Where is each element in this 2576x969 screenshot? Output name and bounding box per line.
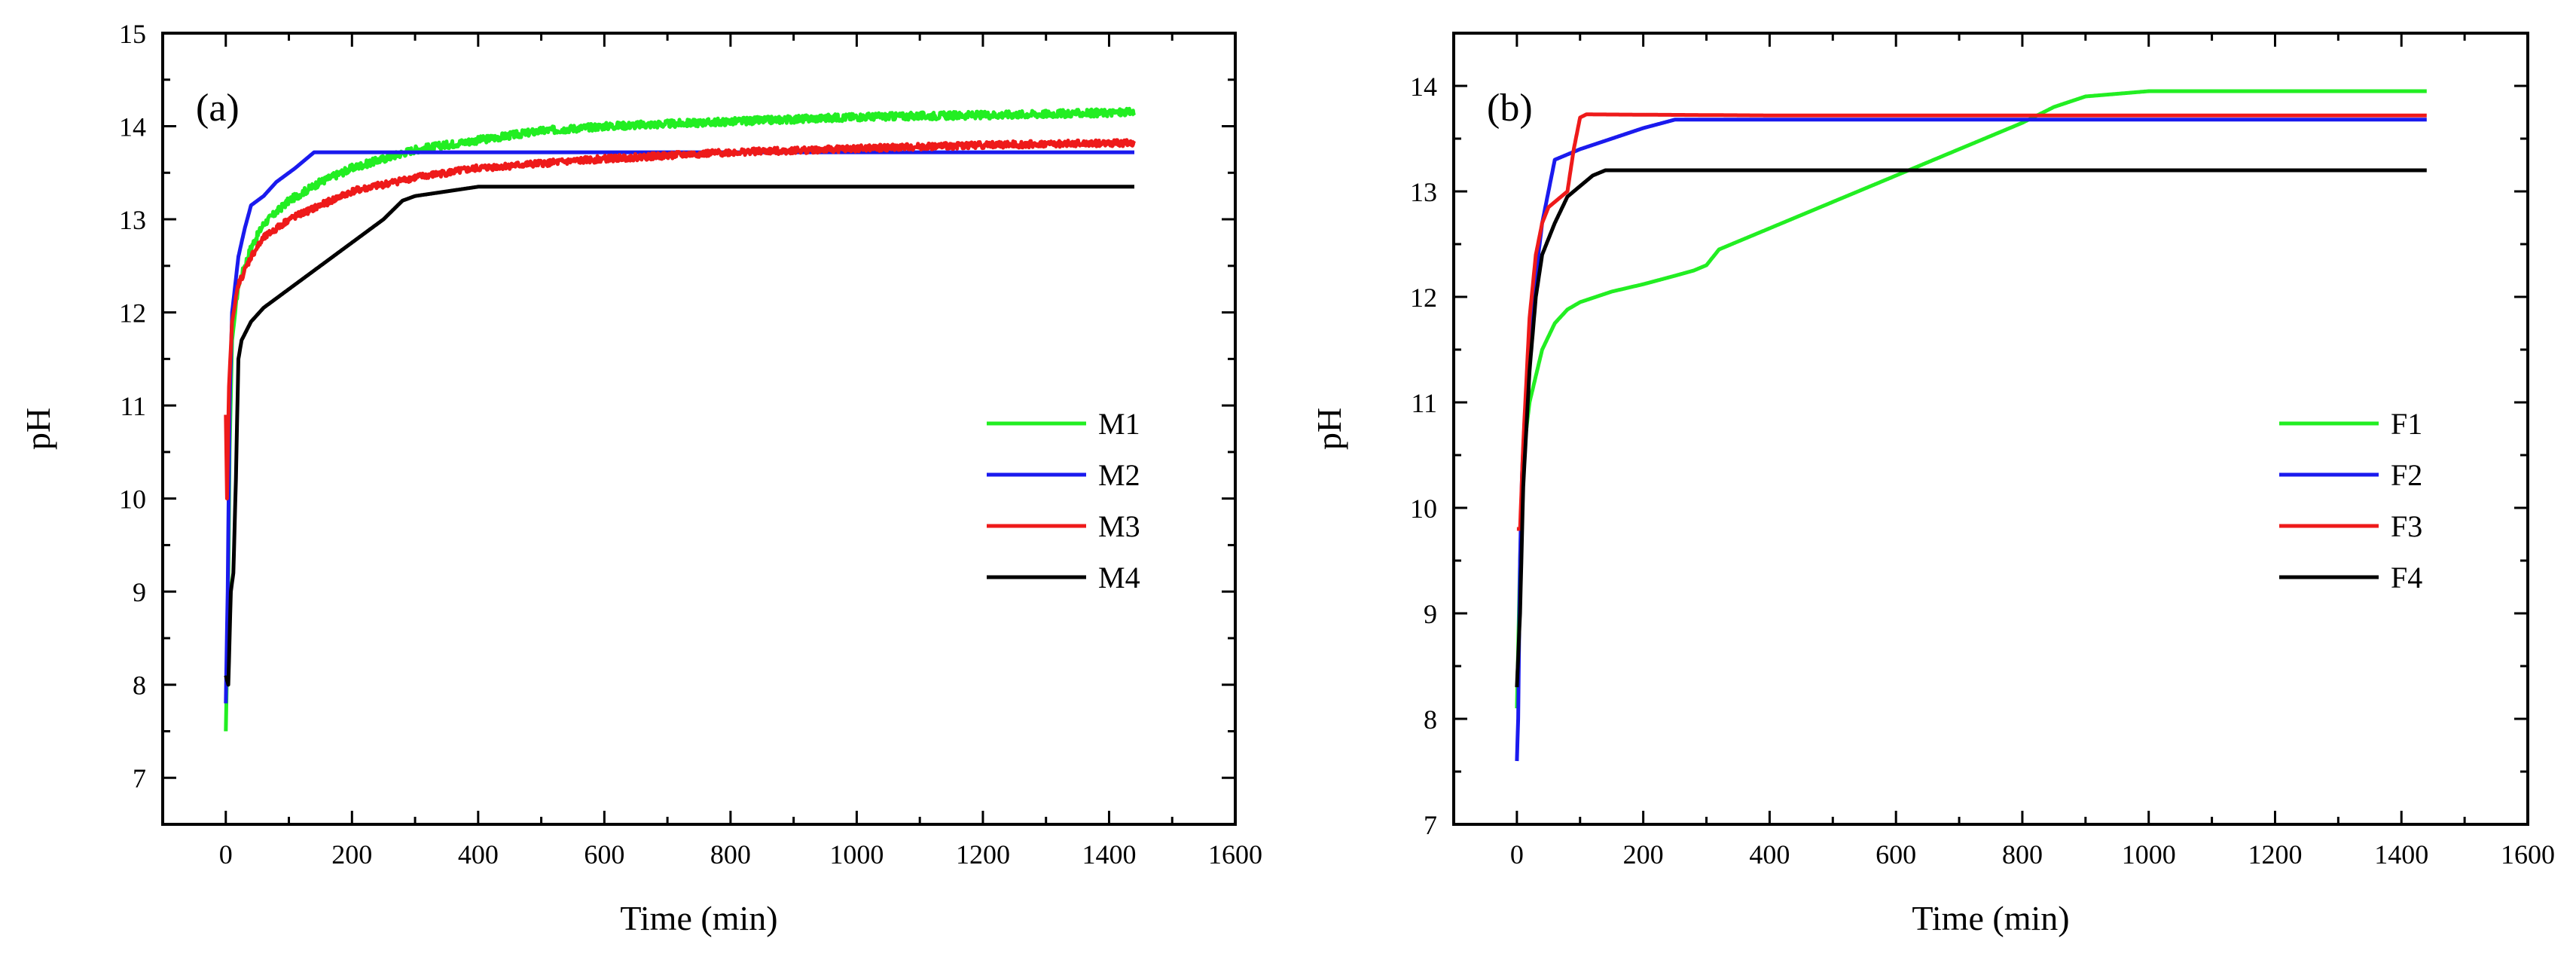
- panel-label-a: (a): [196, 87, 240, 130]
- x-tick-label: 1600: [1208, 839, 1262, 870]
- series-line-m4: [224, 185, 1136, 687]
- y-axis-title-b: pH: [1310, 408, 1348, 450]
- legend-label-f4: F4: [2391, 561, 2422, 595]
- legend-label-m3: M3: [1098, 509, 1140, 543]
- ticks-layer-a: 0 200 400 600 800 1000 1200 1400 1600 7 8 9 10 11 12 13…: [119, 19, 1262, 870]
- x-tick-label: 800: [2002, 839, 2043, 870]
- x-tick-label: 1000: [829, 839, 884, 870]
- panel-label-b: (b): [1487, 87, 1533, 130]
- x-tick-label: 1600: [2501, 839, 2555, 870]
- y-tick-label: 12: [1410, 283, 1437, 313]
- ticks-layer-b: 0 200 400 600 800 1000 1200 1400 1600 7 8 9 10 11 12 13…: [1410, 32, 2555, 870]
- legend-label-m4: M4: [1098, 561, 1140, 595]
- x-tick-label: 1200: [2248, 839, 2302, 870]
- y-tick-label: 8: [133, 671, 146, 701]
- x-tick-label: 0: [1510, 839, 1524, 870]
- y-tick-label: 14: [1410, 72, 1437, 102]
- x-axis-title-a: Time (min): [620, 899, 777, 937]
- y-tick-label: 10: [1410, 494, 1437, 524]
- y-axis-title-a: pH: [19, 408, 57, 450]
- legend-label-f2: F2: [2391, 458, 2422, 492]
- legend-label-m1: M1: [1098, 407, 1140, 441]
- legend-b: F1 F2 F3 F4: [2279, 407, 2422, 595]
- series-layer-b: [1515, 89, 2428, 762]
- y-tick-label: 15: [119, 19, 146, 49]
- x-tick-label: 1400: [2374, 839, 2428, 870]
- plot-frame-b: [1452, 32, 2529, 826]
- y-tick-label: 11: [1411, 388, 1437, 418]
- series-line-f3: [1515, 112, 2428, 531]
- legend-label-f3: F3: [2391, 509, 2422, 543]
- series-layer-a: [224, 106, 1137, 732]
- x-tick-label: 1200: [956, 839, 1010, 870]
- x-tick-label: 0: [219, 839, 233, 870]
- x-tick-label: 200: [1623, 839, 1664, 870]
- y-tick-label: 7: [133, 763, 146, 793]
- legend-a: M1 M2 M3 M4: [987, 407, 1140, 595]
- legend-label-m2: M2: [1098, 458, 1140, 492]
- y-tick-label: 14: [119, 112, 146, 142]
- series-line-f2: [1515, 118, 2428, 762]
- x-tick-label: 800: [710, 839, 751, 870]
- x-tick-label: 600: [584, 839, 624, 870]
- y-tick-label: 13: [119, 205, 146, 235]
- x-tick-label: 400: [458, 839, 499, 870]
- chart-panel-b: 0 200 400 600 800 1000 1200 1400 1600 7 8 9 10 11 12 13…: [1310, 32, 2555, 937]
- y-tick-label: 7: [1424, 810, 1437, 840]
- y-tick-label: 12: [119, 298, 146, 329]
- x-tick-label: 1400: [1082, 839, 1136, 870]
- series-line-m1: [224, 106, 1137, 732]
- y-tick-label: 10: [119, 484, 146, 515]
- legend-label-f1: F1: [2391, 407, 2422, 441]
- series-line-m3: [224, 138, 1137, 501]
- series-line-f1: [1515, 89, 2428, 709]
- x-axis-title-b: Time (min): [1912, 899, 2069, 937]
- y-tick-label: 8: [1424, 705, 1437, 735]
- y-tick-label: 9: [1424, 599, 1437, 629]
- y-tick-label: 13: [1410, 177, 1437, 207]
- x-tick-label: 400: [1749, 839, 1790, 870]
- chart-panel-a: 0 200 400 600 800 1000 1200 1400 1600 7 8 9 10 11 12 13…: [19, 19, 1262, 937]
- x-tick-label: 200: [331, 839, 372, 870]
- series-line-f4: [1515, 168, 2428, 688]
- y-tick-label: 9: [133, 577, 146, 607]
- x-tick-label: 1000: [2122, 839, 2176, 870]
- x-tick-label: 600: [1876, 839, 1916, 870]
- y-tick-label: 11: [120, 391, 146, 421]
- plot-frame-a: [161, 32, 1237, 826]
